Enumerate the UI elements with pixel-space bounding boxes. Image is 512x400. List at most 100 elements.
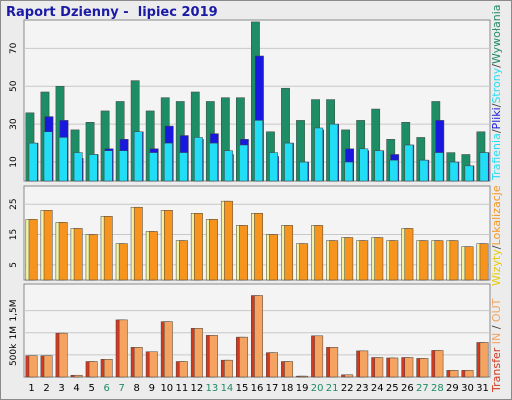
bar-strony: [404, 144, 414, 182]
bar-transfer-out: [88, 361, 98, 378]
bar-lokalizacje: [73, 228, 83, 281]
bar-transfer-out: [254, 295, 263, 378]
bar-lokalizacje: [148, 231, 158, 281]
bar-strony: [148, 152, 158, 182]
bar-transfer-out: [374, 357, 384, 378]
legend-part: /: [490, 129, 503, 133]
x-tick-label: 24: [371, 383, 384, 394]
legend-part: OUT: [490, 298, 503, 325]
bar-lokalizacje: [103, 216, 113, 281]
bar-lokalizacje: [133, 206, 143, 281]
bar-lokalizacje: [449, 240, 459, 281]
bar-transfer-out: [329, 347, 339, 378]
x-tick-label: 28: [431, 383, 444, 394]
legend-part: Transfer: [490, 347, 503, 393]
bar-strony: [389, 159, 399, 182]
legend-part: Wizyty: [490, 249, 503, 286]
bar-lokalizacje: [269, 234, 278, 281]
y-tick-label: 50: [9, 80, 19, 92]
bar-strony: [239, 144, 248, 182]
bar-strony: [344, 161, 354, 182]
bar-strony: [103, 150, 113, 182]
x-tick-label: 18: [281, 383, 294, 394]
bar-lokalizacje: [254, 213, 263, 281]
x-tick-label: 19: [296, 383, 309, 394]
report-title: Raport Dzienny - lipiec 2019: [6, 5, 218, 20]
y-tick-label: 1,5M: [9, 300, 19, 322]
bar-transfer-out: [389, 357, 399, 378]
bar-strony: [434, 152, 444, 182]
bar-transfer-out: [164, 321, 173, 378]
y-tick-label: 30: [9, 118, 19, 130]
legend-part: /: [490, 64, 503, 68]
bar-transfer-out: [434, 350, 444, 378]
bar-strony: [254, 120, 263, 182]
bar-lokalizacje: [239, 225, 248, 281]
bar-transfer-out: [224, 359, 233, 378]
legend-part: Trafienia: [490, 133, 503, 181]
x-tick-label: 10: [160, 383, 173, 394]
bar-transfer-out: [133, 347, 143, 378]
legend-part: IN: [490, 329, 503, 347]
x-tick-label: 6: [103, 383, 109, 394]
bar-lokalizacje: [164, 210, 173, 281]
bar-lokalizacje: [479, 243, 489, 281]
bar-strony: [314, 127, 324, 182]
bar-strony: [269, 152, 278, 182]
bar-transfer-out: [179, 361, 188, 378]
x-tick-label: 23: [356, 383, 369, 394]
y-tick-label: 10: [9, 156, 19, 168]
bar-lokalizacje: [118, 243, 128, 281]
bar-lokalizacje: [284, 225, 294, 281]
series-legend: Trafienia/Pliki/Strony/Wywołania Wizyty/…: [490, 4, 503, 393]
x-tick-label: 25: [386, 383, 399, 394]
legend-visits-sites: Wizyty/Lokalizacje: [490, 185, 503, 286]
y-tick-label: 5: [9, 262, 19, 268]
x-tick-label: 26: [401, 383, 414, 394]
x-tick-label: 9: [149, 383, 155, 394]
bar-strony: [419, 159, 429, 182]
y-tick-label: 25: [9, 198, 19, 209]
bar-transfer-out: [449, 370, 459, 378]
bar-transfer-out: [148, 351, 158, 378]
x-tick-label: 11: [175, 383, 188, 394]
x-tick-label: 14: [221, 383, 234, 394]
bar-strony: [118, 150, 128, 182]
bar-transfer-out: [58, 332, 68, 378]
bar-transfer-out: [314, 335, 324, 378]
y-tick-label: 15: [9, 229, 19, 240]
bar-lokalizacje: [434, 240, 444, 281]
bar-lokalizacje: [88, 234, 98, 281]
x-tick-label: 30: [461, 383, 474, 394]
bar-strony: [43, 131, 53, 182]
bar-lokalizacje: [179, 240, 188, 281]
bar-transfer-out: [419, 358, 429, 378]
x-tick-label: 13: [206, 383, 219, 394]
bar-strony: [133, 131, 143, 182]
bar-strony: [284, 142, 294, 182]
bar-strony: [464, 165, 474, 182]
y-tick-label: 70: [9, 42, 19, 54]
bar-transfer-out: [344, 374, 354, 378]
hits-files-pages-panel: 10 30 50 70: [9, 19, 491, 182]
x-tick-label: 2: [43, 383, 49, 394]
legend-part: /: [490, 103, 503, 107]
bar-transfer-out: [284, 361, 294, 378]
bar-strony: [194, 137, 203, 182]
bar-transfer-out: [43, 355, 53, 378]
bar-transfer-out: [239, 336, 248, 378]
legend-transfer: Transfer IN / OUT: [490, 298, 503, 393]
bar-strony: [58, 137, 68, 182]
legend-hits-files-pages: Trafienia/Pliki/Strony/Wywołania: [490, 4, 503, 181]
bar-lokalizacje: [404, 228, 414, 281]
bar-lokalizacje: [419, 240, 429, 281]
bar-lokalizacje: [389, 240, 399, 281]
bar-lokalizacje: [329, 240, 339, 281]
bar-lokalizacje: [224, 200, 233, 281]
x-tick-label: 20: [311, 383, 324, 394]
y-tick-label: 500k: [9, 343, 19, 366]
bar-strony: [28, 142, 38, 182]
x-tick-label: 17: [266, 383, 279, 394]
y-tick-label: 1M: [9, 326, 19, 340]
